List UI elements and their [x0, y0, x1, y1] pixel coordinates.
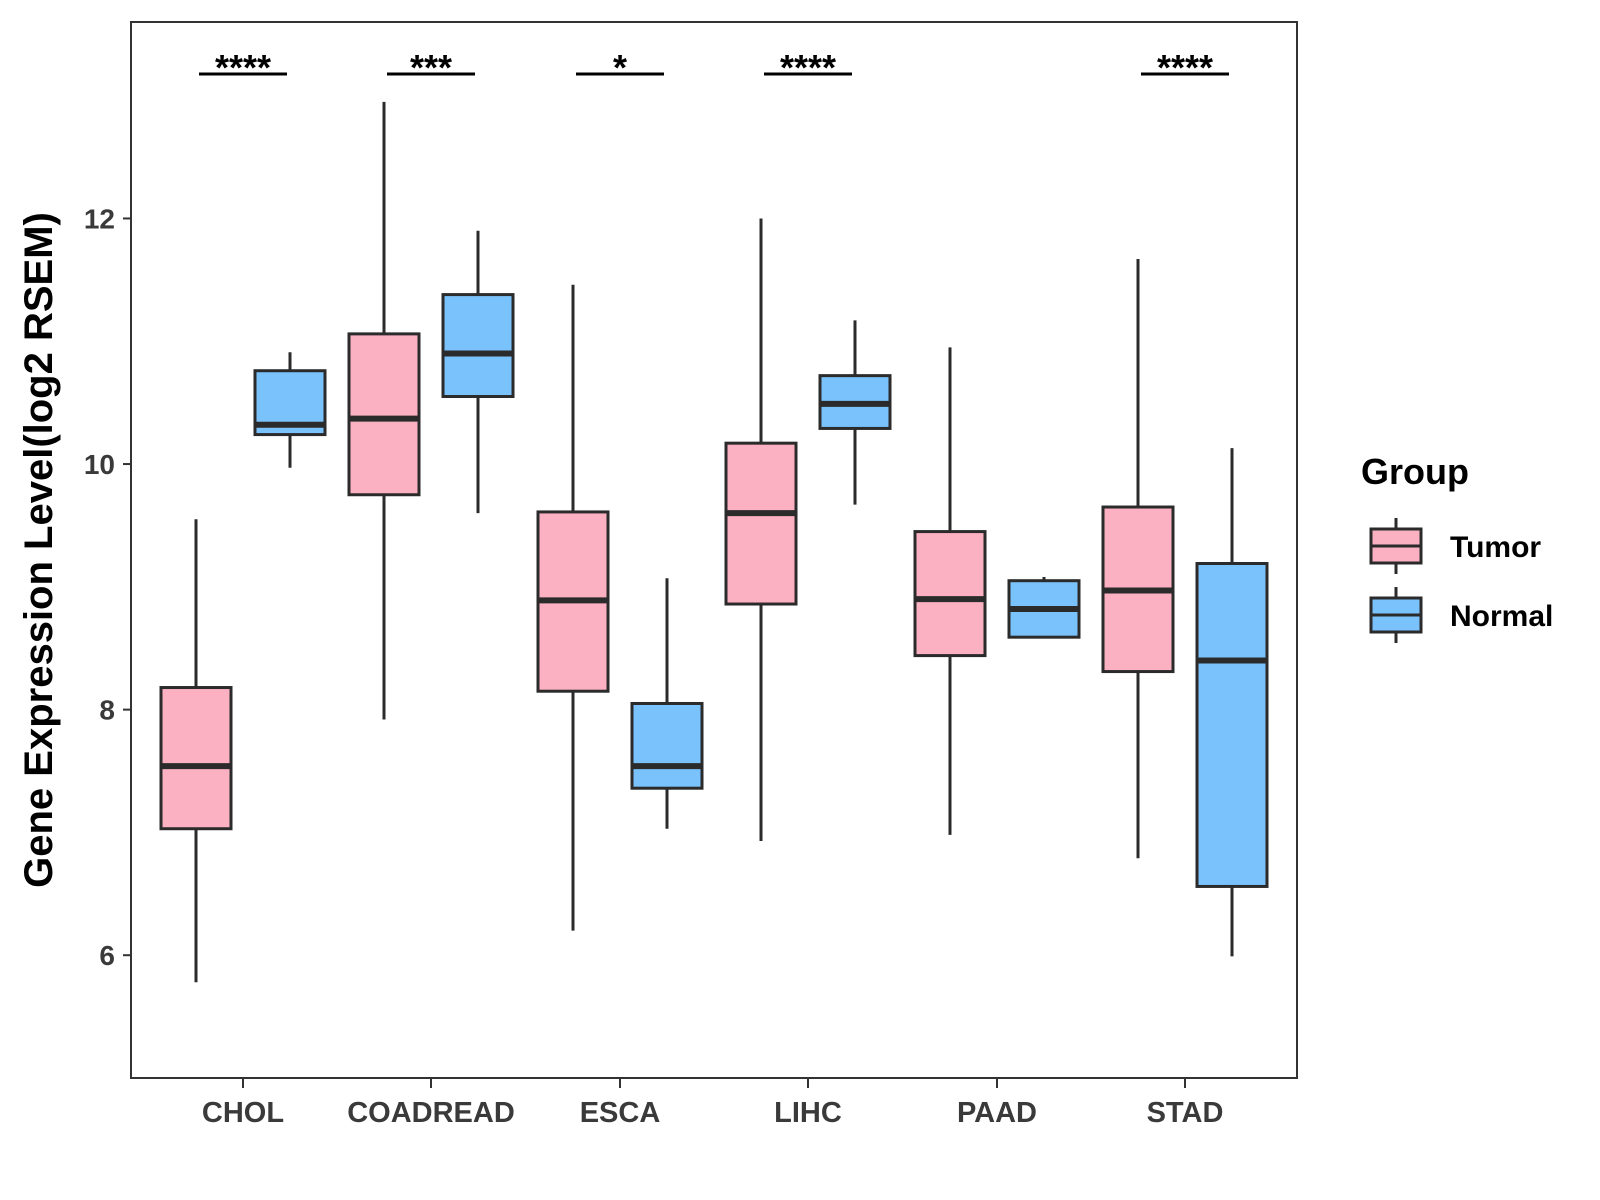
- box-coadread-tumor: [347, 101, 421, 720]
- legend-key-normal: [1369, 587, 1423, 643]
- box-body-coadread-tumor: [347, 332, 421, 497]
- y-tick-label-6: 6: [99, 940, 115, 971]
- x-tick-label-coadread: COADREAD: [347, 1097, 515, 1129]
- box-lihc-normal: [818, 320, 892, 505]
- box-body-coadread-normal: [441, 293, 515, 399]
- y-tick-label-12: 12: [84, 203, 115, 234]
- box-paad-normal: [1007, 577, 1081, 639]
- legend-title: Group: [1361, 451, 1469, 492]
- legend-label-tumor: Tumor: [1450, 531, 1541, 564]
- box-paad-tumor: [913, 347, 987, 835]
- box-stad-normal: [1195, 448, 1269, 957]
- legend-label-normal: Normal: [1450, 600, 1553, 633]
- significance-label-chol: ****: [215, 47, 271, 88]
- box-chol-tumor: [159, 519, 233, 983]
- x-tick-label-chol: CHOL: [202, 1097, 284, 1129]
- significance-label-coadread: ***: [410, 47, 452, 88]
- x-tick-label-paad: PAAD: [957, 1097, 1037, 1129]
- y-tick-label-10: 10: [84, 449, 115, 480]
- y-tick-label-8: 8: [99, 695, 115, 726]
- panel-border: [130, 21, 1298, 1079]
- significance-label-esca: *: [613, 47, 627, 88]
- box-stad-tumor: [1101, 258, 1175, 859]
- box-lihc-tumor: [724, 218, 798, 842]
- plot-area: **** *** * **** ****: [159, 47, 1269, 983]
- box-body-chol-tumor: [159, 686, 233, 831]
- legend: Group Tumor Normal: [1361, 451, 1553, 643]
- x-tick-label-esca: ESCA: [580, 1097, 661, 1129]
- significance-label-stad: ****: [1157, 47, 1213, 88]
- box-esca-normal: [630, 578, 704, 829]
- x-tick-label-stad: STAD: [1147, 1097, 1224, 1129]
- box-body-paad-tumor: [913, 530, 987, 658]
- x-tick-label-lihc: LIHC: [774, 1097, 842, 1129]
- box-body-lihc-tumor: [724, 441, 798, 606]
- axes: 6 8 10 12 CHOL COADREAD ESCA LIHC PAAD STAD: [84, 203, 1224, 1129]
- legend-key-tumor: [1369, 518, 1423, 574]
- box-coadread-normal: [441, 230, 515, 514]
- y-axis-title: Gene Expression Level(log2 RSEM): [17, 212, 61, 888]
- box-chol-normal: [253, 352, 327, 468]
- box-body-stad-normal: [1195, 562, 1269, 888]
- box-esca-tumor: [536, 284, 610, 931]
- box-body-esca-normal: [630, 701, 704, 790]
- significance-label-lihc: ****: [780, 47, 836, 88]
